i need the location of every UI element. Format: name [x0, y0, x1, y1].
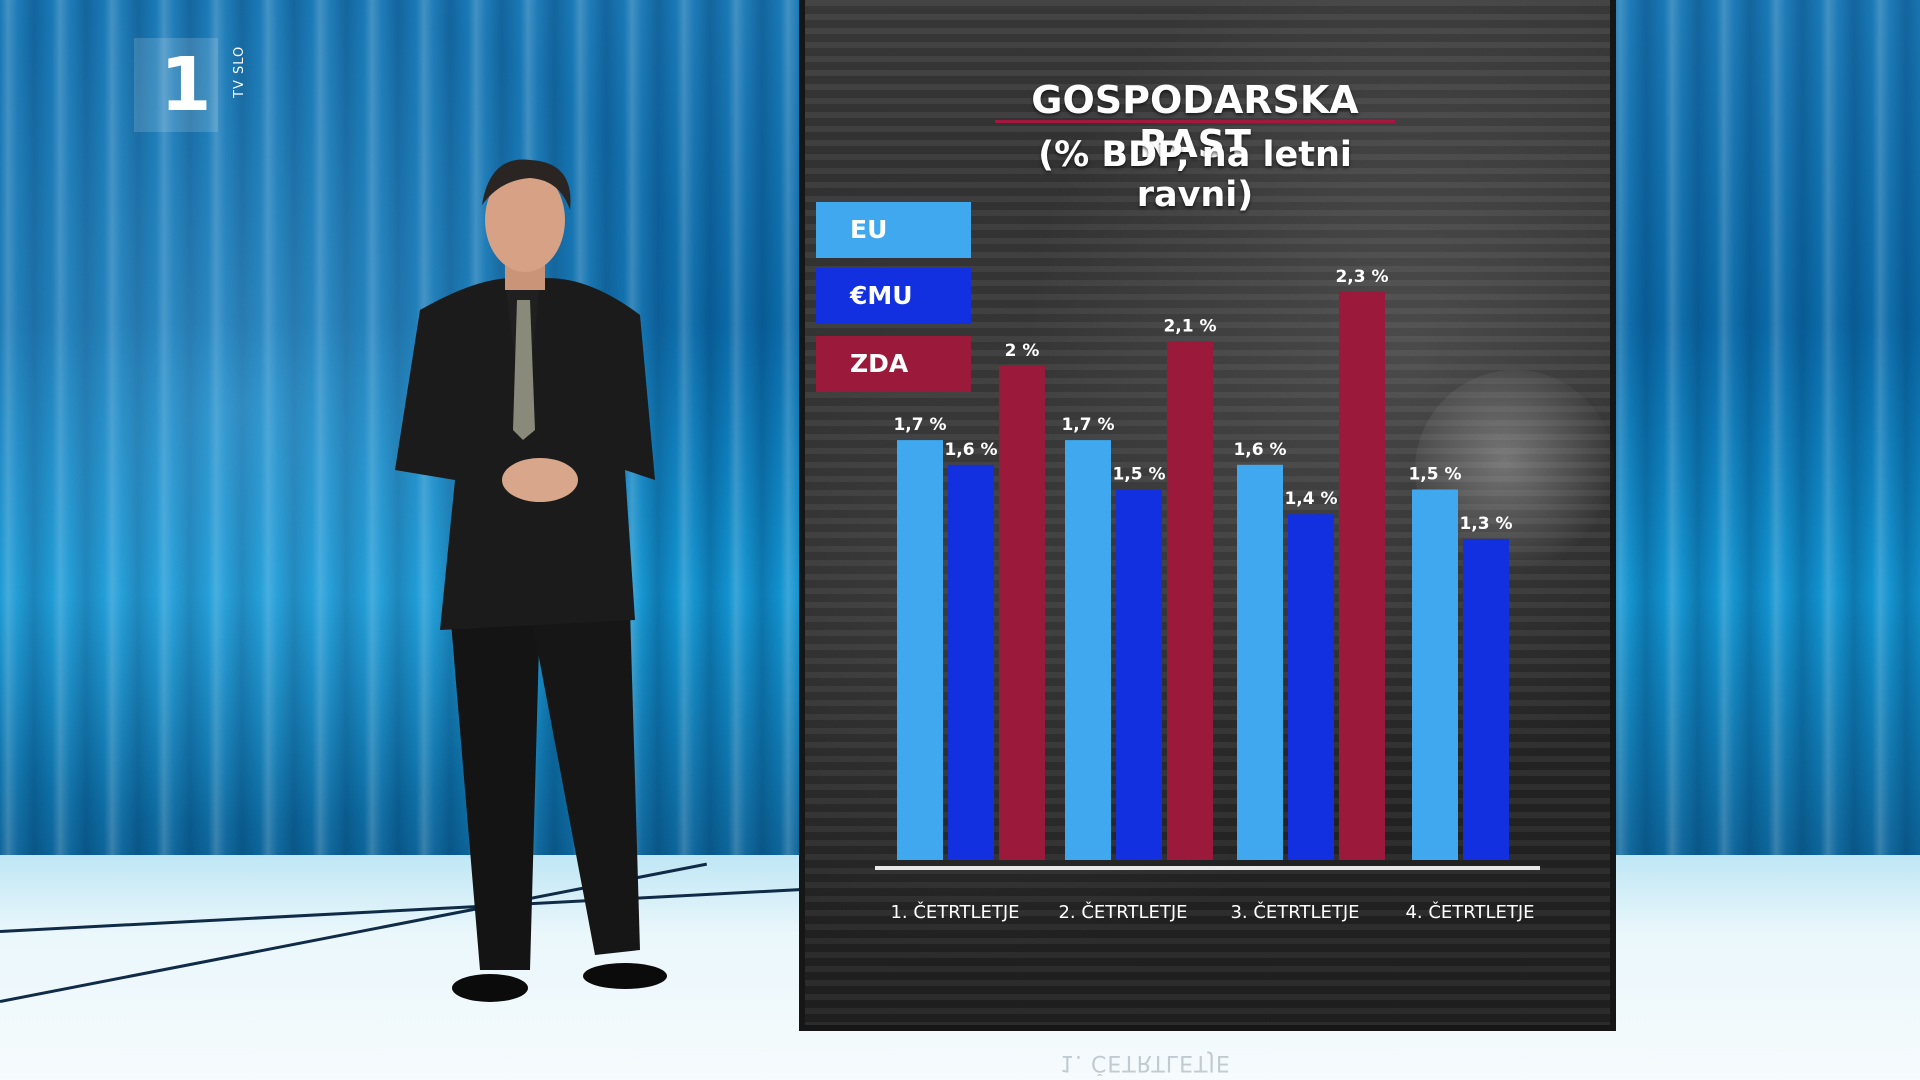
bar-eu-3	[1237, 464, 1283, 860]
data-label: 1,4 %	[1284, 489, 1337, 509]
data-label: 1,7 %	[893, 415, 946, 435]
bar-mu-2	[1116, 489, 1162, 860]
data-label: 1,6 %	[1233, 440, 1286, 460]
category-label: 1. ČETRTLETJE	[890, 901, 1019, 923]
legend-item-zda: ZDA	[816, 336, 971, 392]
bar-eu-2	[1065, 440, 1111, 860]
data-label: 1,5 %	[1408, 465, 1461, 485]
chart-title: GOSPODARSKA RAST	[1031, 78, 1359, 166]
chart-subtitle: (% BDP, na letni ravni)	[1038, 135, 1352, 215]
data-label: 1,3 %	[1459, 514, 1512, 534]
category-label: 4. ČETRTLETJE	[1405, 901, 1534, 923]
bar-eu-4	[1412, 489, 1458, 860]
bar-eu-1	[897, 440, 943, 860]
data-label: 1,6 %	[944, 440, 997, 460]
data-label: 1,7 %	[1061, 415, 1114, 435]
data-label: 2,1 %	[1163, 316, 1216, 336]
bar-mu-3	[1288, 514, 1334, 860]
data-label: 2,3 %	[1335, 267, 1388, 287]
legend-item-eu: EU	[816, 202, 971, 258]
category-label: 3. ČETRTLETJE	[1230, 901, 1359, 923]
data-label: 2 %	[1005, 341, 1040, 361]
bar-zda-2	[1167, 341, 1213, 860]
title-underline	[995, 120, 1395, 123]
legend-item-emu: €MU	[816, 268, 971, 324]
channel-logo	[134, 38, 218, 132]
bar-mu-4	[1463, 538, 1509, 860]
presenter	[395, 159, 667, 1002]
channel-number: 1	[160, 42, 212, 128]
category-label: 2. ČETRTLETJE	[1058, 901, 1187, 923]
bar-zda-1	[999, 366, 1045, 860]
bar-zda-3	[1339, 291, 1385, 860]
bar-mu-1	[948, 464, 994, 860]
data-label: 1,5 %	[1112, 465, 1165, 485]
